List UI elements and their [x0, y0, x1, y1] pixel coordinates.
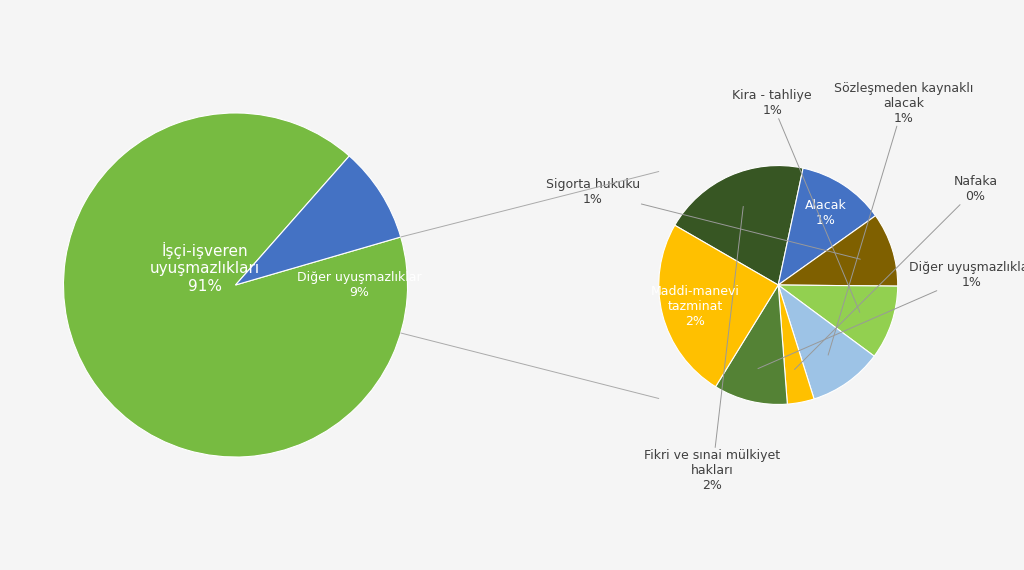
Wedge shape — [236, 156, 400, 285]
Wedge shape — [778, 285, 898, 356]
Text: Nafaka
0%: Nafaka 0% — [795, 176, 997, 369]
Text: Diğer uyuşmazlıklar
1%: Diğer uyuşmazlıklar 1% — [758, 262, 1024, 369]
Text: Diğer uyuşmazlıklar
9%: Diğer uyuşmazlıklar 9% — [297, 271, 422, 299]
Wedge shape — [675, 165, 803, 285]
Wedge shape — [716, 285, 787, 405]
Text: İşçi-işveren
uyuşmazlıkları
91%: İşçi-işveren uyuşmazlıkları 91% — [150, 242, 260, 294]
Wedge shape — [778, 285, 874, 399]
Text: Sigorta hukuku
1%: Sigorta hukuku 1% — [546, 178, 860, 259]
Text: Sözleşmeden kaynaklı
alacak
1%: Sözleşmeden kaynaklı alacak 1% — [828, 82, 974, 355]
Text: Maddi-manevi
tazminat
2%: Maddi-manevi tazminat 2% — [650, 284, 739, 328]
Wedge shape — [778, 215, 898, 286]
Text: Kira - tahliye
1%: Kira - tahliye 1% — [732, 89, 860, 312]
Wedge shape — [658, 225, 778, 386]
Text: Alacak
1%: Alacak 1% — [805, 199, 846, 227]
Wedge shape — [778, 168, 876, 285]
Wedge shape — [63, 113, 408, 457]
Wedge shape — [778, 285, 814, 404]
Text: Fikri ve sınai mülkiyet
hakları
2%: Fikri ve sınai mülkiyet hakları 2% — [644, 206, 780, 492]
